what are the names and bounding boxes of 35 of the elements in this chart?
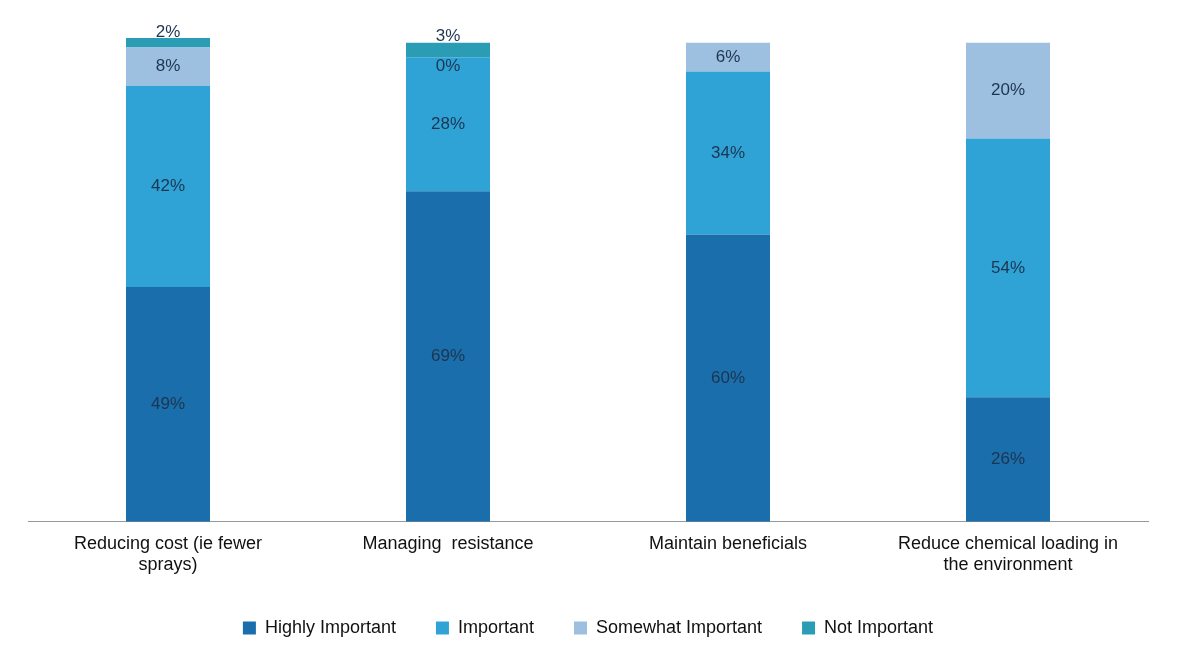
bar (966, 138, 1050, 398)
legend-label: Somewhat Important (595, 616, 763, 637)
data-label: 28% (430, 113, 466, 133)
data-label: 26% (990, 449, 1026, 469)
data-label: 6% (715, 46, 741, 66)
data-label: 60% (710, 367, 746, 387)
legend-label: Not Important (824, 616, 934, 637)
data-label: 3% (435, 26, 461, 46)
x-tick-label: Reduce chemical loading in the environment (897, 532, 1119, 575)
bar (686, 234, 770, 522)
bar (126, 47, 210, 86)
data-label: 69% (430, 346, 466, 366)
bar (966, 397, 1050, 522)
data-label: 2% (155, 21, 181, 41)
bar (406, 42, 490, 58)
data-label: 20% (990, 80, 1026, 100)
x-tick-label: Managing resistance (362, 532, 534, 553)
bar (126, 287, 210, 522)
legend-label: Important (457, 616, 534, 637)
x-tick-label: Maintain beneficials (648, 532, 808, 553)
bar (126, 85, 210, 288)
data-label: 49% (150, 394, 186, 414)
data-label: 0% (435, 55, 461, 75)
bar (686, 42, 770, 72)
data-label: 42% (150, 176, 186, 196)
bar (406, 57, 490, 192)
data-label: 8% (155, 56, 181, 76)
bar (406, 191, 490, 522)
x-tick-label: Reducing cost (ie fewer sprays) (73, 532, 263, 575)
data-label: 34% (710, 142, 746, 162)
data-label: 54% (990, 257, 1026, 277)
bar (966, 42, 1050, 139)
bar (686, 71, 770, 235)
legend-label: Highly Important (264, 616, 396, 637)
bar (126, 38, 210, 48)
